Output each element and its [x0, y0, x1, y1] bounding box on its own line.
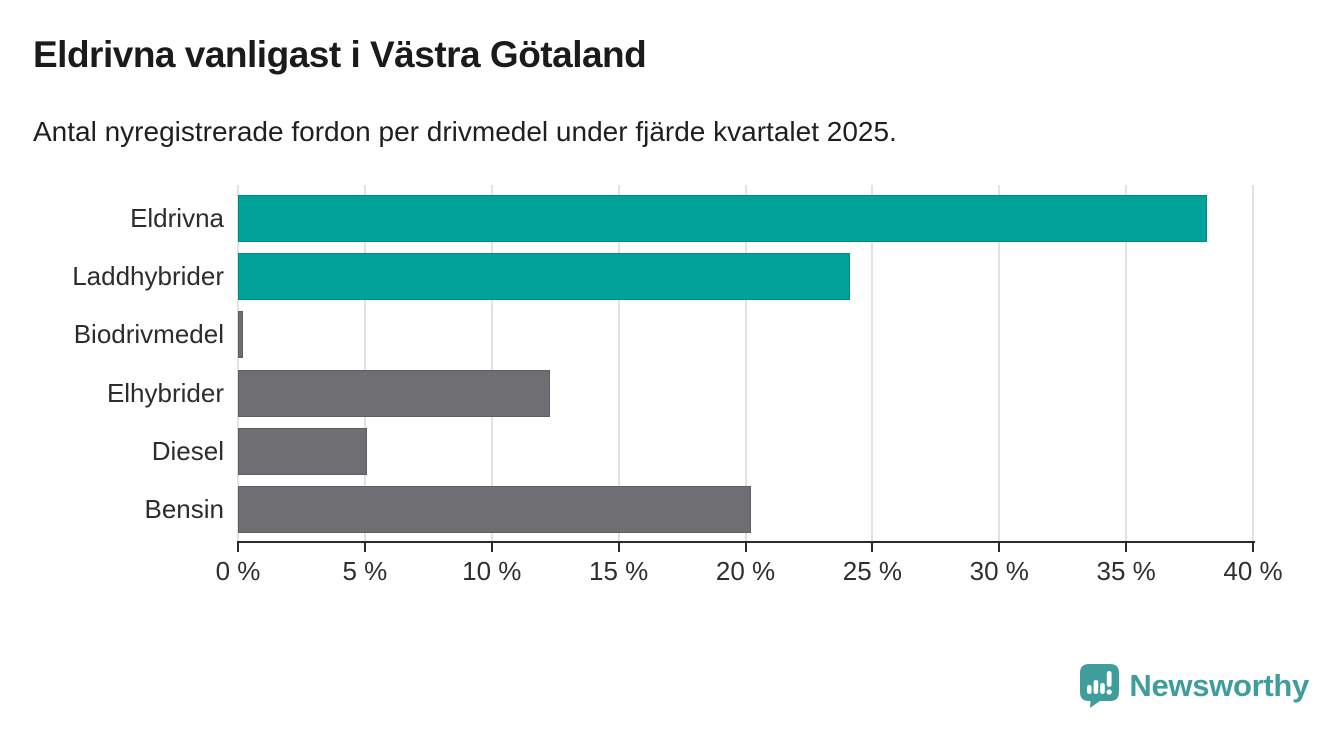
gridline [871, 185, 874, 541]
x-tick-label: 35 % [1096, 556, 1156, 586]
x-tick-label: 15 % [588, 556, 649, 586]
x-axis-line [237, 541, 1255, 543]
category-label-diesel: Diesel [151, 435, 224, 466]
x-tick-label: 20 % [715, 556, 776, 586]
plot-area [237, 185, 1254, 541]
brand-name: Newsworthy [1129, 667, 1309, 703]
category-label-elhybrider: Elhybrider [106, 377, 224, 408]
gridline [617, 185, 620, 541]
x-tick-label: 0 % [215, 556, 261, 586]
bar-bensin [238, 486, 751, 533]
x-tick-label: 40 % [1223, 556, 1283, 586]
x-tick-mark [998, 543, 1001, 552]
x-tick-mark [490, 543, 493, 552]
gridline [1252, 185, 1254, 541]
gridline [237, 185, 239, 541]
brand-footer: Newsworthy [1079, 663, 1309, 708]
chart-subtitle: Antal nyregistrerade fordon per drivmede… [33, 116, 897, 147]
gridline [998, 185, 1001, 541]
bar-elhybrider [238, 369, 551, 417]
x-tick-mark [871, 543, 874, 552]
x-tick-mark [237, 543, 239, 552]
gridline [1125, 185, 1128, 541]
x-tick-label: 10 % [462, 556, 522, 586]
chart-title: Eldrivna vanligast i Västra Götaland [33, 34, 647, 75]
bar-diesel [238, 427, 368, 475]
gridline [490, 185, 493, 541]
x-tick-mark [617, 543, 620, 552]
x-tick-mark [1252, 543, 1254, 552]
x-tick-label: 30 % [969, 556, 1029, 586]
bar-laddhybrider [238, 253, 850, 301]
category-label-bensin: Bensin [144, 494, 225, 524]
newsworthy-badge-bar-chart-icon [1079, 663, 1120, 708]
x-tick-mark [744, 543, 747, 552]
category-label-eldrivna: Eldrivna [130, 203, 224, 233]
x-tick-label: 25 % [842, 556, 902, 586]
category-label-biodrivmedel: Biodrivmedel [73, 319, 224, 350]
x-tick-mark [1125, 543, 1128, 552]
x-tick-mark [363, 543, 366, 552]
gridline [363, 185, 366, 541]
bar-eldrivna [238, 195, 1208, 242]
category-label-laddhybrider: Laddhybrider [72, 261, 224, 292]
bar-biodrivmedel [238, 311, 244, 359]
gridline [744, 185, 747, 541]
x-tick-label: 5 % [342, 556, 388, 586]
